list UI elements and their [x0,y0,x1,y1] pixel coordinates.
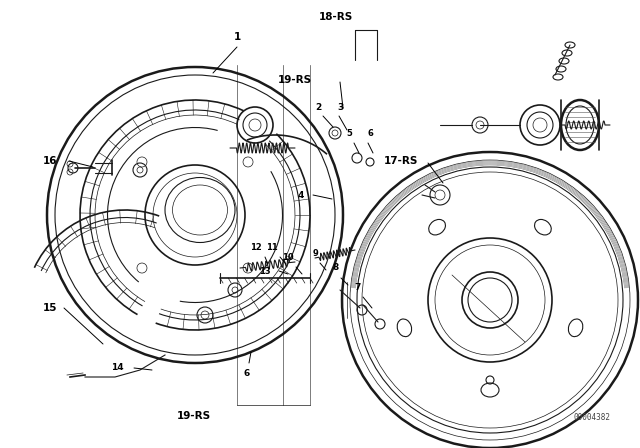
Text: 17-RS: 17-RS [383,156,418,166]
Text: 11: 11 [266,242,278,251]
Text: 12: 12 [250,242,262,251]
Text: 14: 14 [111,363,124,372]
Text: 18-RS: 18-RS [319,12,353,22]
Text: 3: 3 [337,103,343,112]
Text: 4: 4 [298,190,304,199]
Text: 16: 16 [42,156,57,166]
Text: 13: 13 [259,267,271,276]
Text: 6: 6 [368,129,374,138]
Text: 19-RS: 19-RS [177,411,211,421]
Text: 2: 2 [316,103,322,112]
Text: 1: 1 [234,32,241,42]
Text: 7: 7 [355,283,361,292]
Text: 9: 9 [312,249,318,258]
Text: 8: 8 [333,263,339,272]
Text: 10: 10 [282,253,294,262]
Text: 19-RS: 19-RS [278,75,312,85]
Text: 5: 5 [346,129,352,138]
Text: 6: 6 [244,369,250,378]
Text: 00004382: 00004382 [573,414,611,422]
Text: 15: 15 [42,303,57,313]
